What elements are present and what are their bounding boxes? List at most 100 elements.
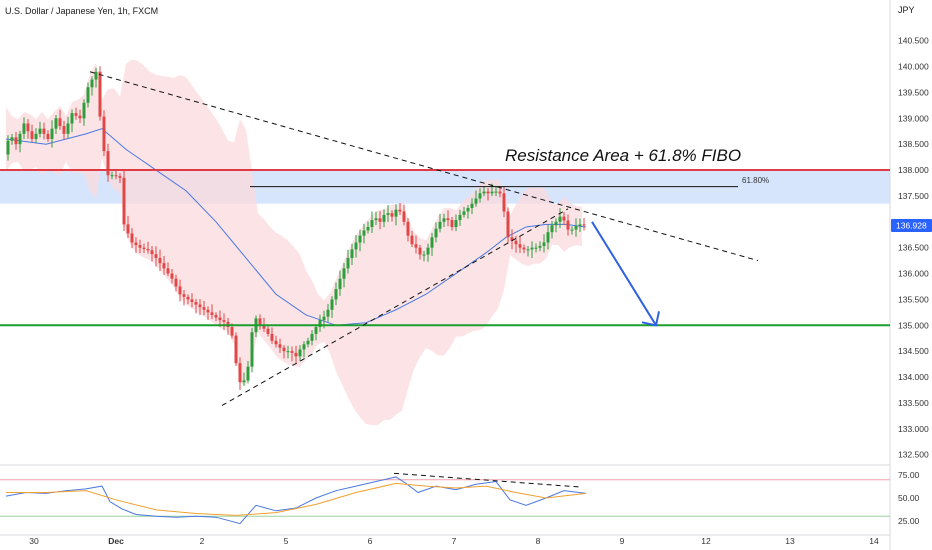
candle-up: [442, 218, 446, 222]
candle-down: [162, 263, 166, 269]
candle-up: [330, 299, 334, 310]
candle-up: [250, 332, 254, 367]
candle-up: [94, 71, 98, 80]
candle-down: [270, 333, 274, 341]
candle-down: [142, 247, 146, 249]
candle-up: [298, 349, 302, 357]
price-tick-label: 139.000: [898, 113, 929, 123]
candle-down: [510, 237, 514, 241]
candle-down: [182, 294, 186, 297]
forecast-arrow-shaft: [591, 221, 657, 326]
candle-up: [366, 226, 370, 231]
candle-down: [214, 314, 218, 318]
rsi-tick-label: 75.00: [898, 470, 920, 480]
candle-down: [166, 268, 170, 274]
candle-up: [302, 344, 306, 350]
candle-up: [530, 247, 534, 250]
candle-up: [394, 209, 398, 217]
candle-down: [390, 213, 394, 217]
candle-down: [378, 218, 382, 222]
candle-down: [278, 344, 282, 348]
candle-down: [98, 71, 102, 117]
price-tick-label: 137.500: [898, 191, 929, 201]
candle-up: [422, 254, 426, 256]
candle-up: [554, 221, 558, 226]
candle-up: [50, 128, 54, 140]
candle-down: [402, 211, 406, 222]
candle-down: [46, 133, 50, 140]
candle-down: [58, 118, 62, 127]
candle-up: [70, 113, 74, 124]
candle-up: [310, 333, 314, 341]
candle-down: [146, 248, 150, 251]
time-tick-label: 12: [701, 536, 711, 546]
candle-down: [258, 318, 262, 326]
candle-down: [282, 347, 286, 352]
candle-up: [6, 140, 10, 155]
candle-down: [62, 126, 66, 134]
candle-down: [262, 325, 266, 329]
candle-down: [234, 335, 238, 364]
candle-down: [406, 221, 410, 236]
candle-down: [186, 296, 190, 300]
time-tick-label: 9: [620, 536, 625, 546]
candle-up: [542, 242, 546, 246]
candle-down: [170, 273, 174, 279]
time-tick-label: 8: [536, 536, 541, 546]
candle-down: [218, 317, 222, 321]
candle-down: [222, 320, 226, 322]
candle-up: [370, 220, 374, 227]
rsi-divergence-line: [393, 472, 581, 488]
candle-down: [446, 218, 450, 221]
candle-down: [410, 235, 414, 245]
rsi-tick-label: 50.00: [898, 493, 920, 503]
candle-down: [294, 352, 298, 357]
fibo-level-label: 61.80%: [742, 176, 769, 185]
candle-down: [418, 247, 422, 255]
candle-down: [230, 327, 234, 336]
candle-up: [386, 213, 390, 215]
candle-up: [354, 242, 358, 250]
candle-up: [350, 249, 354, 259]
price-tick-label: 133.000: [898, 424, 929, 434]
candle-down: [106, 151, 110, 176]
chart-title: U.S. Dollar / Japanese Yen, 1h, FXCM: [5, 6, 158, 16]
candle-down: [198, 304, 202, 308]
candle-up: [342, 268, 346, 279]
time-tick-label: Dec: [108, 536, 124, 546]
candle-up: [438, 221, 442, 229]
candle-down: [126, 224, 130, 234]
candle-down: [514, 240, 518, 245]
candle-down: [502, 193, 506, 212]
forecast-arrowhead: [641, 311, 660, 327]
candle-down: [202, 307, 206, 310]
candle-up: [10, 137, 14, 141]
price-tick-label: 132.500: [898, 450, 929, 460]
candle-down: [518, 244, 522, 248]
candle-up: [82, 102, 86, 119]
descending-trendline: [89, 71, 759, 262]
price-tick-label: 138.000: [898, 165, 929, 175]
candle-up: [474, 198, 478, 204]
candle-down: [266, 328, 270, 334]
candle-up: [54, 118, 58, 129]
ascending-trendline: [221, 208, 569, 406]
candle-down: [174, 278, 178, 287]
candle-up: [346, 258, 350, 269]
rsi-tick-label: 25.00: [898, 516, 920, 526]
candle-down: [238, 363, 242, 383]
candle-down: [114, 175, 118, 177]
candle-up: [550, 225, 554, 233]
candle-down: [14, 137, 18, 145]
candle-down: [194, 302, 198, 305]
candle-up: [374, 218, 378, 221]
candle-up: [66, 123, 70, 134]
price-tick-label: 138.500: [898, 139, 929, 149]
candle-down: [178, 286, 182, 295]
candle-up: [574, 226, 578, 230]
candle-down: [150, 250, 154, 255]
candle-up: [546, 232, 550, 243]
candle-down: [274, 340, 278, 345]
candle-down: [158, 258, 162, 264]
